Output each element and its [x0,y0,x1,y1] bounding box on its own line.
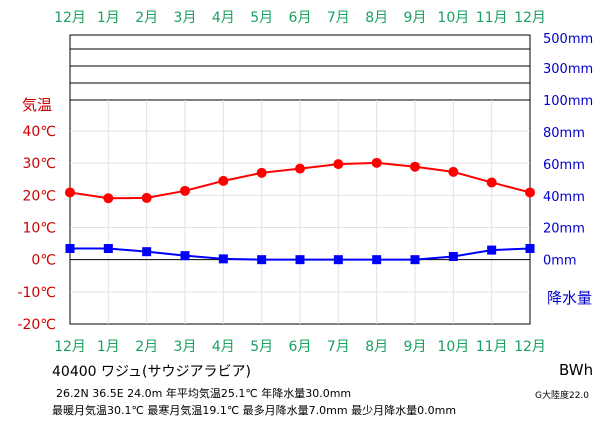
climate-zone: G大陸度22.0 [535,391,590,401]
precipitation-point [525,243,535,253]
month-label-top: 4月 [212,10,235,26]
temperature-point [525,187,535,198]
month-label-top: 7月 [327,10,350,26]
precip-tick-label: 20mm [543,222,585,237]
precipitation-point [142,247,152,257]
precip-tick-label: 80mm [543,126,585,141]
month-label-bottom: 1月 [97,339,120,355]
temperature-point [333,159,344,170]
month-label-bottom: 9月 [404,339,427,355]
month-label-bottom: 6月 [289,339,312,355]
temp-tick-label: -10℃ [17,285,56,301]
month-label-top: 11月 [476,10,508,26]
precipitation-point [103,243,113,253]
month-label-top: 9月 [404,10,427,26]
month-label-bottom: 12月 [54,339,86,355]
temperature-point [180,185,190,196]
precipitation-point [333,255,343,265]
month-label-bottom: 2月 [135,339,158,355]
month-label-top: 6月 [289,10,312,26]
month-label-top: 1月 [97,10,120,26]
month-label-bottom: 5月 [250,339,273,355]
month-label-top: 12月 [514,10,546,26]
precipitation-point [448,251,458,261]
temperature-point [103,193,114,204]
station-name: 40400 ワジュ(サウジアラビア) [52,364,251,380]
precipitation-point [372,255,382,265]
temp-tick-label: -20℃ [17,317,56,333]
month-label-top: 10月 [437,10,469,26]
temperature-point [486,177,497,188]
temperature-point [218,175,229,186]
month-label-bottom: 4月 [212,339,235,355]
precip-axis-title: 降水量 [547,289,592,307]
month-label-top: 3月 [174,10,197,26]
month-label-bottom: 12月 [514,339,546,355]
precipitation-point [65,243,75,253]
precip-tick-label: 40mm [543,190,585,205]
temperature-point [448,166,459,177]
temp-axis-title: 気温 [22,96,52,114]
precip-tick-label: 100mm [543,94,593,109]
month-label-bottom: 7月 [327,339,350,355]
precip-tick-label: 0mm [543,254,577,269]
temperature-point [65,187,75,198]
temperature-point [256,167,267,178]
month-label-top: 5月 [250,10,273,26]
precip-tick-label: 60mm [543,158,585,173]
temperature-point [141,192,152,203]
month-label-bottom: 10月 [437,339,469,355]
month-label-bottom: 11月 [476,339,508,355]
temperature-point [295,163,305,174]
month-label-top: 12月 [54,10,86,26]
precipitation-point [487,245,497,255]
station-stats-line1: 26.2N 36.5E 24.0m 年平均気温25.1℃ 年降水量30.0mm [56,387,352,400]
month-label-bottom: 8月 [365,339,388,355]
precip-tick-label: 500mm [543,32,593,47]
month-label-bottom: 3月 [174,339,197,355]
station-stats-line2: 最暖月気温30.1℃ 最寒月気温19.1℃ 最多月降水量7.0mm 最少月降水量… [52,404,457,417]
temp-tick-label: 20℃ [22,188,56,204]
month-label-top: 2月 [135,10,158,26]
precipitation-point [218,254,228,264]
month-label-top: 8月 [365,10,388,26]
precipitation-point [410,255,420,265]
precipitation-point [180,251,190,261]
precipitation-point [257,255,267,265]
temp-tick-label: 10℃ [22,221,56,237]
temperature-point [371,157,382,168]
temp-tick-label: 30℃ [22,156,56,172]
temp-tick-label: 40℃ [22,124,56,140]
precip-tick-label: 300mm [543,62,593,77]
precipitation-point [295,255,305,265]
climate-code: BWh [559,361,594,379]
climate-chart: 12月 12月 1月 1月 2月 2月 3月 3月 4月 4月 5月 5月 6月 6月 7月 7月 8月 8月 9月… [17,10,593,355]
temperature-point [410,161,420,172]
temp-tick-label: 0℃ [31,253,56,269]
